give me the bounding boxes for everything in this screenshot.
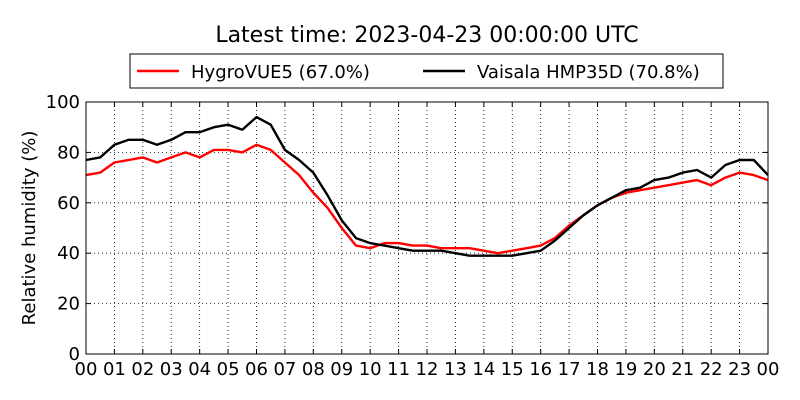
x-tick-label: 10 — [359, 359, 382, 380]
x-tick-label: 04 — [188, 359, 211, 380]
x-tick-label: 17 — [558, 359, 581, 380]
x-tick-label: 11 — [387, 359, 410, 380]
legend-label-vaisala: Vaisala HMP35D (70.8%) — [477, 62, 700, 83]
x-tick-label: 22 — [700, 359, 723, 380]
y-axis-label: Relative humidity (%) — [19, 131, 40, 326]
y-tick-label: 40 — [57, 243, 80, 264]
x-tick-label: 02 — [131, 359, 154, 380]
series-line-hygrovue5 — [85, 143, 769, 255]
x-tick-label: 03 — [160, 359, 183, 380]
y-tick-label: 0 — [69, 344, 80, 365]
x-tick-label: 01 — [103, 359, 126, 380]
x-tick-label: 21 — [671, 359, 694, 380]
chart-title: Latest time: 2023-04-23 00:00:00 UTC — [215, 23, 638, 48]
grid — [86, 102, 768, 354]
legend-label-hygrovue5: HygroVUE5 (67.0%) — [191, 62, 370, 83]
x-tick-label: 00 — [757, 359, 780, 380]
x-tick-label: 15 — [501, 359, 524, 380]
x-tick-label: 23 — [728, 359, 751, 380]
y-tick-label: 80 — [57, 142, 80, 163]
series-line-vaisala — [85, 115, 769, 257]
x-tick-label: 09 — [330, 359, 353, 380]
x-tick-label: 16 — [529, 359, 552, 380]
ticks: 00 01 02 03 04 05 06 07 08 09 10 11 12 13 14 15 16 17 18 19… — [46, 92, 780, 380]
y-tick-label: 100 — [46, 92, 80, 113]
y-tick-label: 20 — [57, 294, 80, 315]
x-tick-label: 13 — [444, 359, 467, 380]
plot-frame — [85, 101, 769, 355]
x-tick-label: 19 — [614, 359, 637, 380]
x-tick-label: 06 — [245, 359, 268, 380]
x-tick-label: 20 — [643, 359, 666, 380]
x-tick-label: 08 — [302, 359, 325, 380]
x-tick-label: 05 — [217, 359, 240, 380]
x-tick-label: 00 — [75, 359, 98, 380]
x-tick-label: 12 — [416, 359, 439, 380]
series-layer — [85, 115, 769, 257]
x-tick-label: 18 — [586, 359, 609, 380]
x-tick-label: 14 — [472, 359, 495, 380]
y-tick-label: 60 — [57, 193, 80, 214]
x-tick-label: 07 — [273, 359, 296, 380]
legend: HygroVUE5 (67.0%) Vaisala HMP35D (70.8%) — [129, 53, 724, 89]
